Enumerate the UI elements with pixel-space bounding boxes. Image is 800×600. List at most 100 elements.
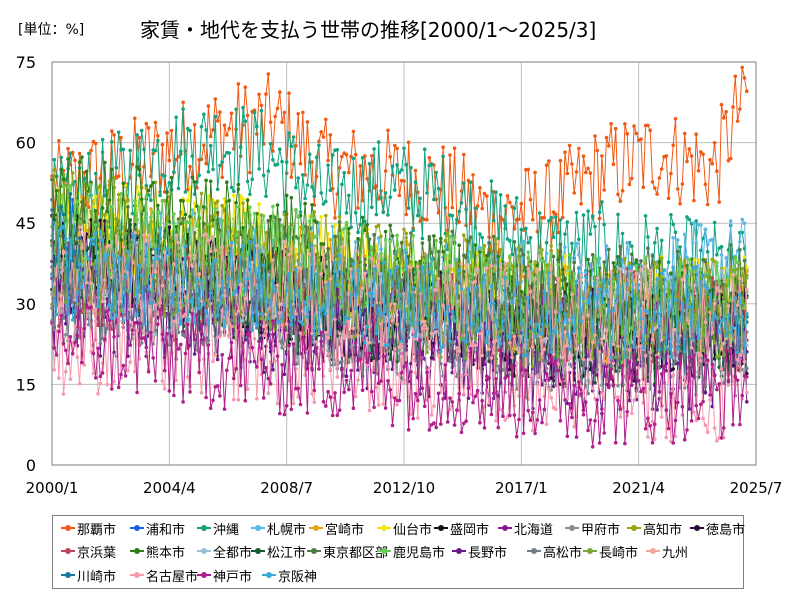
data-point bbox=[669, 171, 673, 176]
data-point bbox=[689, 269, 694, 273]
data-point bbox=[560, 267, 565, 272]
data-point bbox=[738, 240, 742, 244]
data-point bbox=[673, 230, 678, 234]
data-point bbox=[457, 243, 462, 247]
data-point bbox=[602, 260, 606, 264]
data-point bbox=[646, 123, 650, 128]
data-point bbox=[123, 183, 128, 188]
data-point bbox=[370, 355, 374, 360]
data-point bbox=[176, 186, 181, 191]
data-point bbox=[494, 237, 498, 242]
data-point bbox=[119, 237, 123, 242]
data-point bbox=[593, 380, 597, 385]
data-point bbox=[406, 206, 411, 210]
data-point bbox=[294, 247, 298, 252]
data-point bbox=[296, 214, 301, 218]
data-point bbox=[257, 92, 261, 97]
data-point bbox=[676, 249, 680, 254]
data-point bbox=[388, 155, 393, 159]
data-point bbox=[305, 183, 310, 187]
data-point bbox=[165, 221, 169, 225]
data-point bbox=[287, 225, 291, 229]
data-point bbox=[480, 235, 485, 240]
data-point bbox=[694, 132, 698, 136]
data-point bbox=[215, 357, 220, 362]
data-point bbox=[533, 170, 537, 175]
data-point bbox=[528, 235, 533, 240]
data-point bbox=[740, 266, 744, 271]
data-point bbox=[137, 192, 142, 197]
data-point bbox=[581, 213, 586, 217]
data-point bbox=[202, 143, 206, 147]
data-point bbox=[537, 248, 542, 253]
data-point bbox=[307, 152, 312, 156]
data-point bbox=[577, 237, 581, 242]
data-point bbox=[248, 359, 252, 364]
data-point bbox=[234, 127, 238, 132]
data-point bbox=[653, 186, 657, 190]
data-point bbox=[397, 170, 402, 175]
data-point bbox=[372, 232, 376, 237]
data-point bbox=[473, 206, 478, 211]
data-point bbox=[703, 259, 708, 264]
data-point bbox=[241, 105, 245, 110]
data-point bbox=[586, 166, 590, 171]
data-point bbox=[107, 198, 112, 202]
data-point bbox=[192, 180, 197, 184]
data-point bbox=[671, 222, 675, 226]
data-point bbox=[137, 136, 142, 140]
data-point bbox=[565, 272, 570, 276]
data-point bbox=[724, 256, 728, 260]
data-point bbox=[287, 91, 291, 95]
data-point bbox=[742, 221, 747, 225]
data-point bbox=[149, 184, 153, 188]
data-point bbox=[222, 154, 227, 158]
data-point bbox=[669, 275, 673, 280]
data-point bbox=[314, 252, 319, 257]
data-point bbox=[59, 155, 63, 160]
data-point bbox=[289, 175, 294, 179]
data-point bbox=[68, 184, 73, 188]
data-point bbox=[169, 175, 174, 180]
data-point bbox=[169, 128, 174, 133]
data-point bbox=[340, 182, 344, 187]
data-point bbox=[153, 120, 158, 125]
data-point bbox=[639, 259, 643, 263]
data-point bbox=[93, 194, 98, 199]
data-point bbox=[411, 233, 416, 238]
data-point bbox=[340, 154, 344, 159]
data-point bbox=[563, 232, 567, 236]
data-point bbox=[188, 164, 192, 169]
data-point bbox=[280, 223, 284, 228]
series-lines bbox=[50, 65, 749, 449]
data-point bbox=[563, 254, 567, 258]
data-point bbox=[128, 148, 132, 153]
data-point bbox=[321, 202, 326, 206]
data-point bbox=[733, 257, 738, 261]
data-point bbox=[268, 214, 273, 219]
data-point bbox=[185, 198, 190, 203]
data-point bbox=[655, 273, 659, 277]
data-point bbox=[584, 270, 588, 275]
data-point bbox=[333, 216, 337, 220]
data-point bbox=[222, 123, 227, 128]
data-point bbox=[192, 122, 197, 127]
data-point bbox=[156, 210, 160, 215]
data-point bbox=[59, 167, 63, 172]
data-point bbox=[699, 248, 703, 253]
data-point bbox=[627, 261, 632, 266]
data-point bbox=[466, 239, 471, 243]
data-point bbox=[496, 254, 501, 259]
data-point bbox=[344, 211, 349, 215]
data-point bbox=[659, 167, 664, 171]
data-point bbox=[333, 223, 337, 227]
data-point bbox=[558, 242, 563, 247]
data-point bbox=[243, 119, 248, 123]
data-point bbox=[669, 271, 673, 276]
data-point bbox=[208, 143, 213, 148]
data-point bbox=[388, 239, 393, 244]
data-point bbox=[73, 158, 77, 163]
data-point bbox=[241, 201, 245, 205]
data-point bbox=[100, 206, 105, 210]
data-point bbox=[404, 212, 409, 217]
